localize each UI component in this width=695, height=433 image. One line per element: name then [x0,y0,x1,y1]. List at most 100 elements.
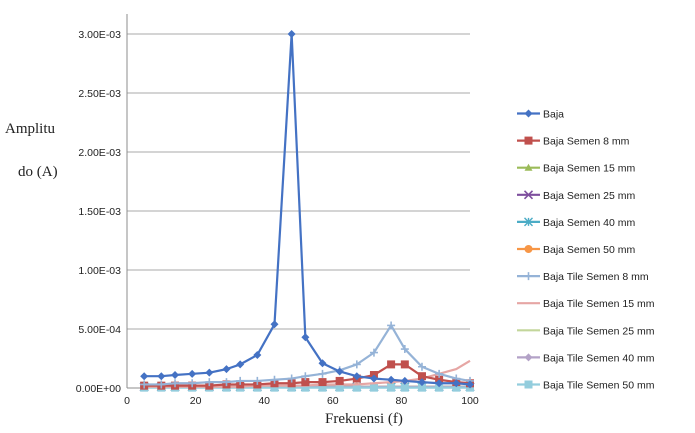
legend-item: Baja Tile Semen 40 mm [517,352,655,364]
legend-label: Baja Semen 15 mm [543,163,635,175]
x-axis-label: Frekuensi (f) [325,411,403,427]
y-axis-label-line-2: do (A) [18,164,58,180]
data-point [287,30,296,38]
legend-item: Baja Tile Semen 50 mm [517,380,655,392]
legend-item: Baja [517,109,564,121]
data-point [140,372,149,381]
x-tick-label: 0 [124,395,130,407]
legend-marker [524,272,533,281]
data-point [417,362,426,371]
gridlines [127,33,470,330]
x-tick-label: 80 [396,395,408,407]
data-point [452,379,461,388]
legend-item: Baja Semen 25 mm [517,190,635,202]
series-0 [140,30,474,389]
legend-label: Baja Tile Semen 15 mm [543,298,655,310]
data-point [287,374,296,383]
data-point [417,378,426,387]
y-tick-label: 1.00E-03 [78,265,121,277]
data-point [435,369,444,378]
legend-item: Baja Semen 40 mm [517,217,635,229]
data-point [270,383,279,392]
legend-label: Baja Semen 25 mm [543,190,635,202]
y-tick-label: 2.00E-03 [78,147,121,159]
data-point [400,376,409,385]
data-point [466,380,474,389]
data-point [287,383,296,392]
data-point [452,383,461,392]
data-point [387,383,396,392]
legend-item: Baja Tile Semen 25 mm [517,325,655,337]
data-point [188,369,197,378]
data-point [417,383,426,392]
legend-label: Baja Tile Semen 25 mm [543,325,655,337]
data-point [171,379,180,388]
data-point [400,383,409,392]
legend-label: Baja Tile Semen 40 mm [543,352,655,364]
legend-label: Baja Semen 50 mm [543,244,635,256]
data-point [318,383,327,392]
legend-item: Baja Semen 15 mm [517,163,635,175]
data-point [171,371,180,380]
data-point [301,378,310,387]
legend-marker [524,163,533,171]
legend-label: Baja Semen 40 mm [543,217,635,229]
data-point [205,378,214,387]
series-group [139,30,475,392]
data-point [369,383,378,392]
data-point [157,380,166,389]
data-point [435,383,444,392]
data-point [301,333,310,342]
legend-item: Baja Semen 50 mm [517,244,635,256]
legend-marker [524,136,533,145]
legend: Baja Baja Semen 8 mm Baja Semen 15 mm Baja … [517,109,655,392]
y-tick-label: 0.00E+00 [76,383,121,395]
data-point [400,345,409,354]
data-point [287,379,296,388]
legend-marker [524,109,533,118]
legend-marker [524,245,533,253]
data-point [369,374,378,383]
tick-labels: 0.00E+00 5.00E-04 1.00E-03 1.50E-03 2.00E-03… [76,29,479,407]
legend-label: Baja Tile Semen 8 mm [543,271,649,283]
y-tick-label: 2.50E-03 [78,88,121,100]
data-point [318,369,327,378]
data-point [318,378,327,387]
data-point [222,378,231,387]
data-point [352,360,361,369]
legend-label: Baja Semen 8 mm [543,136,630,148]
x-tick-label: 60 [327,395,339,407]
data-point [301,383,310,392]
data-point [400,360,409,369]
data-point [205,368,214,377]
data-point [387,321,396,330]
data-point [270,320,279,329]
y-tick-label: 5.00E-04 [78,324,121,336]
legend-marker [524,380,533,389]
legend-item: Baja Semen 8 mm [517,136,630,148]
data-point [140,380,149,389]
data-point [417,372,426,381]
x-tick-label: 100 [461,395,479,407]
data-point [335,376,344,385]
data-point [236,376,245,385]
data-point [157,372,166,381]
y-axis-label-line-1: Amplitu [5,121,56,137]
data-point [387,360,396,369]
data-point [270,375,279,384]
data-point [222,365,231,374]
data-point [352,383,361,392]
data-point [236,360,245,369]
data-point [253,376,262,385]
data-point [301,372,310,381]
legend-item: Baja Tile Semen 15 mm [517,298,655,310]
y-tick-label: 1.50E-03 [78,206,121,218]
data-point [352,372,361,381]
legend-item: Baja Tile Semen 8 mm [517,271,649,283]
data-point [435,379,444,388]
data-point [253,350,262,359]
y-tick-label: 3.00E-03 [78,29,121,41]
legend-marker [523,190,534,200]
